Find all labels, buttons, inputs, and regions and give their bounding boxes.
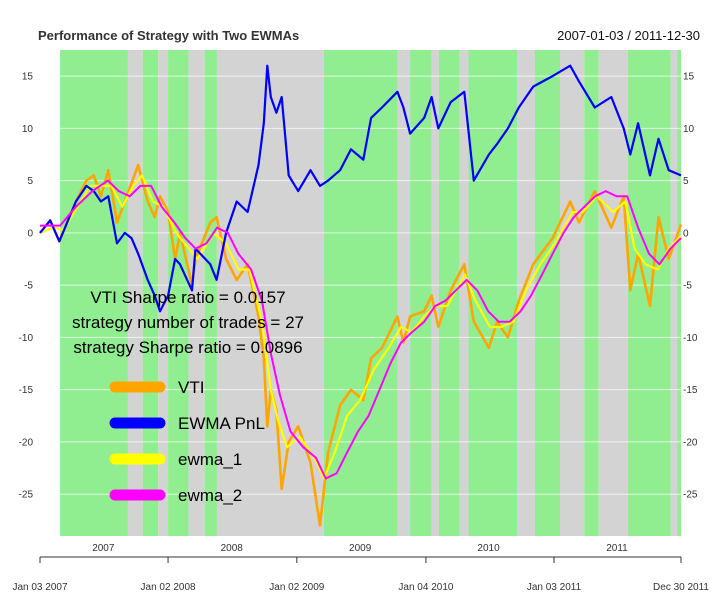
series-line-ewma-2	[40, 179, 682, 480]
y-tick-label-right: 0	[683, 228, 689, 239]
long-band	[142, 50, 159, 536]
y-tick-label-right: 15	[683, 72, 695, 83]
long-band	[204, 50, 217, 536]
y-tick-label-left: 15	[22, 72, 34, 83]
long-band	[584, 50, 599, 536]
x-year-label: 2010	[477, 543, 500, 554]
y-axis-ticks: 15 15 10 10 5 5 0 0 -5 -5 -10 -10 -15 -15 -20 -20 -25 -25	[19, 72, 698, 501]
x-year-label: 2008	[221, 543, 244, 554]
series-line-ewma-1	[39, 174, 682, 480]
y-tick-label-left: -20	[19, 437, 34, 448]
annotation-text: strategy Sharpe ratio = 0.0896	[73, 338, 302, 357]
y-tick-label-right: -5	[683, 281, 692, 292]
long-band	[410, 50, 432, 536]
annotation-text: strategy number of trades = 27	[72, 313, 304, 332]
x-axis: 2007 2008 2009 2010 2011 Jan 03 2007 Jan 02 20…	[12, 543, 709, 593]
y-tick-label-right: 5	[683, 176, 689, 187]
legend-label: EWMA PnL	[178, 414, 265, 433]
short-band	[158, 50, 169, 536]
y-tick-label-right: -25	[683, 490, 698, 501]
long-band	[677, 50, 681, 536]
y-tick-label-right: 10	[683, 124, 695, 135]
series-lines	[38, 64, 683, 527]
x-date-label: Jan 03 2007	[12, 582, 67, 593]
date-range: 2007-01-03 / 2011-12-30	[557, 28, 700, 43]
y-tick-label-right: -20	[683, 437, 698, 448]
y-tick-label-left: -5	[24, 281, 33, 292]
x-year-label: 2011	[606, 543, 628, 554]
long-band	[627, 50, 671, 536]
short-band	[431, 50, 439, 536]
y-tick-label-left: 0	[27, 228, 33, 239]
long-band	[323, 50, 398, 536]
short-band	[670, 50, 678, 536]
short-band	[598, 50, 628, 536]
legend-label: VTI	[178, 378, 204, 397]
regime-bands	[60, 50, 681, 536]
legend-label: ewma_1	[178, 450, 242, 469]
annotations: VTI Sharpe ratio = 0.0157 strategy number…	[72, 288, 304, 357]
x-date-label: Jan 04 2010	[398, 582, 453, 593]
series-line-vti	[38, 163, 683, 527]
series-line-ewma-pnl	[39, 64, 682, 313]
short-band	[397, 50, 411, 536]
y-tick-label-left: 5	[27, 176, 33, 187]
y-tick-label-right: -10	[683, 333, 698, 344]
chart-title: Performance of Strategy with Two EWMAs	[38, 28, 300, 43]
short-band	[459, 50, 469, 536]
long-band	[468, 50, 518, 536]
x-date-label: Dec 30 2011	[653, 582, 709, 593]
short-band	[559, 50, 585, 536]
y-tick-label-left: -15	[19, 385, 34, 396]
x-year-label: 2009	[349, 543, 372, 554]
long-band	[534, 50, 560, 536]
x-date-label: Jan 03 2011	[527, 582, 582, 593]
legend-label: ewma_2	[178, 486, 242, 505]
x-year-label: 2007	[92, 543, 115, 554]
y-tick-label-right: -15	[683, 385, 698, 396]
x-date-label: Jan 02 2008	[141, 582, 196, 593]
x-date-label: Jan 02 2009	[269, 582, 324, 593]
long-band	[168, 50, 189, 536]
y-tick-label-left: -10	[19, 333, 34, 344]
y-tick-label-left: 10	[22, 124, 34, 135]
short-band	[216, 50, 324, 536]
annotation-text: VTI Sharpe ratio = 0.0157	[90, 288, 285, 307]
y-tick-label-left: -25	[19, 490, 34, 501]
legend: VTI EWMA PnL ewma_1 ewma_2	[109, 378, 265, 505]
short-band	[188, 50, 205, 536]
